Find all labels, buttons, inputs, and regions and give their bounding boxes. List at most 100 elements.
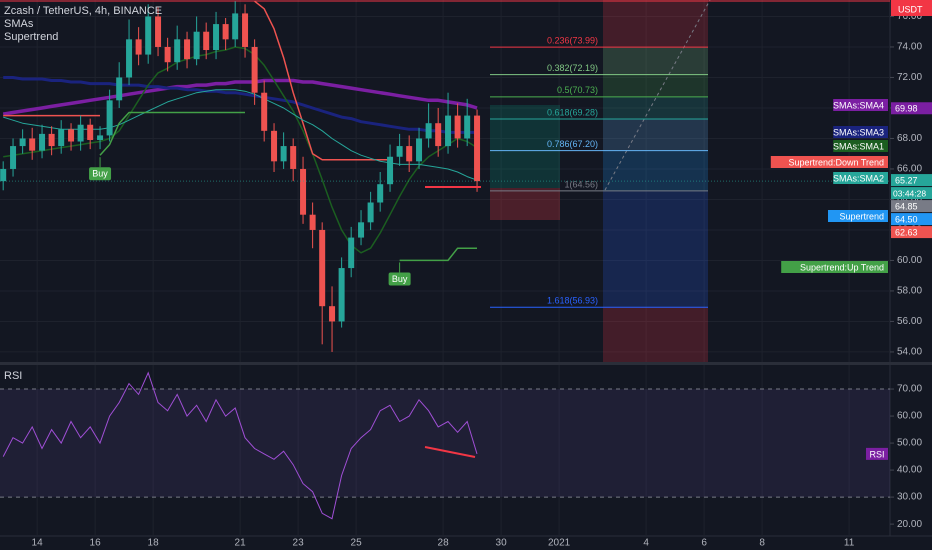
candle-body — [435, 123, 442, 147]
price-tag — [891, 102, 932, 115]
y-tick-label: 54.00 — [897, 347, 922, 358]
y-tick-label: 68.00 — [897, 133, 922, 144]
y-tick-label: 60.00 — [897, 255, 922, 266]
candle-body — [116, 77, 123, 101]
candle-body — [474, 115, 481, 182]
candle-body — [213, 24, 220, 51]
candle-body — [97, 135, 104, 140]
candle-body — [222, 24, 229, 40]
countdown-label: 03:44:28 — [893, 188, 926, 198]
candle-body — [300, 168, 307, 215]
candle-body — [77, 124, 84, 142]
candle-body — [251, 46, 258, 93]
legend-label: Supertrend:Down Trend — [788, 157, 884, 167]
signal-label: Buy — [92, 169, 108, 179]
indicator-line — [3, 0, 390, 161]
fib-zone — [603, 0, 708, 48]
x-tick-label: 4 — [643, 538, 649, 549]
candle-body — [174, 39, 181, 63]
indicator-line — [2, 78, 478, 116]
price-tag-label: 64.85 — [895, 201, 918, 211]
pane-separator — [0, 362, 932, 365]
y-tick-label: 64.00 — [897, 194, 922, 205]
fib-zone — [603, 74, 708, 97]
y-tick-label: 58.00 — [897, 286, 922, 297]
x-tick-label: 16 — [90, 538, 102, 549]
y-tick-label: 76.00 — [897, 11, 922, 22]
legend-tag — [770, 156, 888, 168]
price-tag-label: 69.98 — [895, 104, 918, 114]
candle-body — [338, 268, 345, 322]
fib-label: 0.618(69.28) — [547, 107, 598, 117]
price-tag — [891, 226, 932, 239]
rsi-tag-label: RSI — [869, 449, 884, 459]
legend-tag — [833, 99, 888, 111]
fib-zone — [603, 307, 708, 362]
candle-body — [358, 222, 365, 238]
candle-body — [126, 39, 133, 78]
indicator-name: SMAs — [4, 18, 34, 30]
x-tick-label: 25 — [351, 538, 363, 549]
candle-body — [58, 129, 65, 147]
candle-body — [319, 229, 326, 307]
legend-label: SMAs:SMA1 — [833, 141, 884, 151]
x-tick-label: 8 — [759, 538, 765, 549]
x-tick-label: 2021 — [548, 538, 571, 549]
candle-body — [87, 124, 94, 140]
fib-label: 0.786(67.20) — [547, 139, 598, 149]
y-tick-label: 40.00 — [897, 465, 922, 476]
candle-body — [145, 16, 152, 55]
candle-body — [329, 306, 336, 322]
currency-tag — [891, 0, 932, 16]
candle-body — [290, 146, 297, 169]
candle-body — [29, 138, 36, 151]
candle-body — [10, 146, 17, 169]
legend-label: SMAs:SMA3 — [833, 127, 884, 137]
legend-tag — [828, 210, 888, 222]
chart-title: Zcash / TetherUS, 4h, BINANCE — [4, 5, 162, 17]
x-tick-label: 28 — [438, 538, 450, 549]
candle-body — [39, 133, 46, 151]
price-tag-label: 64.50 — [895, 214, 918, 224]
fib-zone — [603, 190, 708, 308]
candle-body — [135, 39, 142, 55]
price-tag — [891, 213, 932, 226]
rsi-tag — [866, 447, 888, 460]
candle-body — [48, 133, 55, 147]
x-tick-label: 23 — [293, 538, 305, 549]
candle-body — [377, 184, 384, 203]
signal-box — [89, 167, 112, 181]
candle-body — [416, 138, 423, 162]
price-tag — [891, 200, 932, 213]
candle-body — [445, 115, 452, 147]
candle-body — [203, 31, 210, 51]
candle-body — [396, 146, 403, 157]
candle-body — [164, 46, 171, 63]
candle-body — [280, 146, 287, 162]
legend-tag — [833, 140, 888, 152]
x-tick-label: 11 — [844, 538, 855, 549]
fib-label: 1(64.56) — [564, 179, 598, 189]
legend-tag — [781, 261, 888, 273]
candle-body — [184, 39, 191, 60]
fib-zone — [603, 150, 708, 191]
fib-label: 1.618(56.93) — [547, 296, 598, 306]
candle-body — [367, 202, 374, 223]
y-tick-label: 56.00 — [897, 316, 922, 327]
candle-body — [387, 156, 394, 185]
candle-body — [464, 115, 471, 139]
legend-label: Supertrend:Up Trend — [800, 262, 884, 272]
indicator-line — [99, 111, 477, 262]
candle-body — [0, 168, 7, 182]
currency-label: USDT — [898, 4, 923, 14]
fib-diagonal — [604, 0, 711, 191]
candle-body — [106, 100, 113, 136]
candle-body — [271, 130, 278, 162]
candle-body — [406, 146, 413, 162]
candle-body — [309, 214, 316, 230]
x-tick-label: 14 — [32, 538, 44, 549]
fib-label: 0.5(70.73) — [557, 85, 598, 95]
candle-body — [232, 13, 239, 40]
